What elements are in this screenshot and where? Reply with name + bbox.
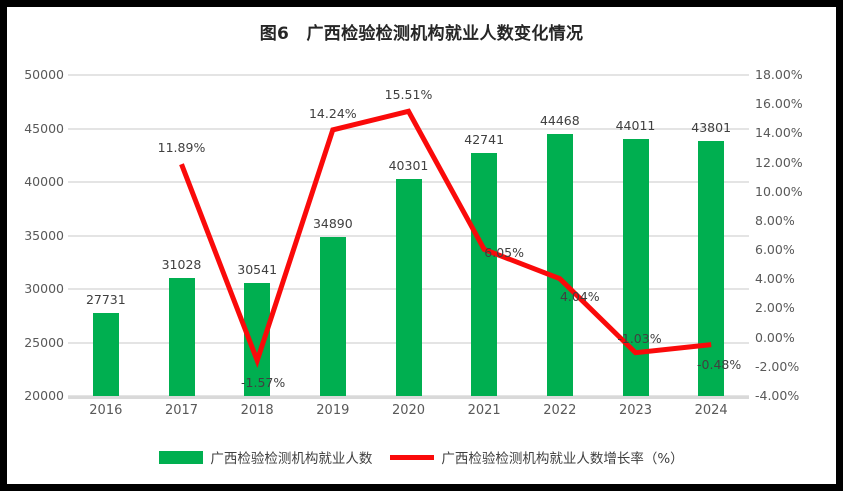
y-tick-right: 16.00% bbox=[755, 96, 803, 112]
x-tick: 2016 bbox=[89, 403, 123, 418]
line-value-label: 6.05% bbox=[484, 245, 525, 261]
x-tick: 2024 bbox=[694, 403, 728, 418]
x-tick: 2022 bbox=[543, 403, 577, 418]
y-tick-right: 6.00% bbox=[755, 242, 795, 258]
bar[interactable] bbox=[395, 178, 422, 396]
legend-item-line[interactable]: 广西检验检测机构就业人数增长率（%） bbox=[372, 447, 684, 467]
x-tick: 2021 bbox=[467, 403, 501, 418]
line-value-label: -1.03% bbox=[617, 330, 662, 346]
bar-value-label: 31028 bbox=[161, 257, 202, 272]
x-tick: 2017 bbox=[164, 403, 199, 418]
legend-item-bar[interactable]: 广西检验检测机构就业人数 bbox=[159, 447, 372, 467]
plot-area: 20000 25000 30000 35000 40000 45000 50000 -4.0… bbox=[7, 7, 836, 484]
bar-value-label: 44011 bbox=[615, 118, 656, 134]
line-value-label: -1.57% bbox=[241, 374, 286, 390]
x-tick: 2019 bbox=[316, 403, 350, 418]
bar-value-label: 42741 bbox=[464, 131, 505, 147]
bar-swatch-icon bbox=[159, 450, 204, 464]
line-value-label: 4.04% bbox=[559, 288, 600, 304]
y-tick-right: 14.00% bbox=[755, 125, 803, 141]
x-axis-line bbox=[68, 396, 749, 399]
bar-value-label: 44468 bbox=[539, 113, 580, 129]
y-tick-right: 4.00% bbox=[755, 271, 795, 287]
line-value-label: -0.48% bbox=[697, 356, 742, 372]
y-tick-left: 35000 bbox=[24, 227, 64, 243]
y-tick-left: 25000 bbox=[24, 334, 64, 350]
x-tick: 2020 bbox=[391, 403, 426, 418]
y-tick-left: 40000 bbox=[24, 174, 64, 189]
y-tick-right: 8.00% bbox=[755, 212, 795, 228]
y-tick-left: 30000 bbox=[24, 281, 64, 296]
page-title: 图6 广西检验检测机构就业人数变化情况 bbox=[259, 24, 584, 44]
y-tick-left: 20000 bbox=[24, 388, 64, 403]
y-tick-right: 10.00% bbox=[755, 183, 803, 199]
chart-frame: 图6 广西检验检测机构就业人数变化情况 20000 25000 30000 35000… bbox=[7, 7, 836, 484]
bar-value-label: 40301 bbox=[388, 157, 429, 173]
bar[interactable] bbox=[168, 278, 195, 396]
bar-value-label: 34890 bbox=[312, 215, 353, 231]
bar[interactable] bbox=[546, 134, 573, 396]
bar[interactable] bbox=[319, 236, 346, 396]
line-value-label: 11.89% bbox=[157, 140, 206, 156]
line-value-label: 15.51% bbox=[384, 87, 433, 103]
y-tick-right: -4.00% bbox=[755, 388, 800, 403]
chart-legend: 广西检验检测机构就业人数 广西检验检测机构就业人数增长率（%） bbox=[7, 447, 836, 467]
x-tick: 2023 bbox=[618, 403, 653, 418]
y-tick-right: 2.00% bbox=[755, 300, 795, 316]
line-value-label: 14.24% bbox=[308, 105, 357, 121]
y-tick-right: 12.00% bbox=[755, 154, 803, 170]
legend-label-line: 广西检验检测机构就业人数增长率（%） bbox=[441, 451, 684, 467]
bar[interactable] bbox=[622, 139, 649, 396]
gridline bbox=[68, 74, 749, 76]
x-tick: 2018 bbox=[240, 403, 274, 418]
y-tick-left: 50000 bbox=[24, 67, 64, 82]
bar[interactable] bbox=[471, 152, 498, 396]
y-axis-left: 20000 25000 30000 35000 40000 45000 50000 bbox=[7, 7, 64, 484]
y-tick-left: 45000 bbox=[24, 120, 64, 136]
bar-value-label: 30541 bbox=[237, 262, 278, 278]
line-swatch-icon bbox=[390, 454, 435, 460]
y-tick-right: 18.00% bbox=[755, 67, 803, 82]
bar-value-label: 27731 bbox=[85, 292, 126, 308]
y-tick-right: 0.00% bbox=[755, 329, 795, 345]
bar-value-label: 43801 bbox=[691, 120, 732, 136]
y-tick-right: -2.00% bbox=[755, 358, 800, 374]
bar[interactable] bbox=[92, 313, 119, 396]
legend-label-bar: 广西检验检测机构就业人数 bbox=[210, 451, 373, 467]
y-axis-right: -4.00% -2.00% 0.00% 2.00% 4.00% 6.00% 8.00% 10.… bbox=[755, 7, 835, 484]
